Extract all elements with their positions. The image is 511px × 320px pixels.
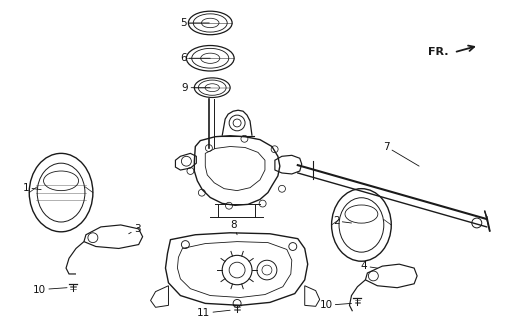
Text: 2: 2 xyxy=(333,216,352,226)
Text: 6: 6 xyxy=(180,53,210,63)
Text: 1: 1 xyxy=(22,183,41,193)
Text: 10: 10 xyxy=(319,300,352,310)
Text: 8: 8 xyxy=(230,220,237,235)
Text: 10: 10 xyxy=(33,285,67,295)
Text: 11: 11 xyxy=(197,308,230,318)
Text: FR.: FR. xyxy=(428,47,449,57)
Text: 4: 4 xyxy=(361,261,377,271)
Text: 7: 7 xyxy=(383,141,419,166)
Text: 9: 9 xyxy=(182,83,210,93)
Text: 5: 5 xyxy=(180,18,209,28)
Text: 3: 3 xyxy=(129,224,141,234)
